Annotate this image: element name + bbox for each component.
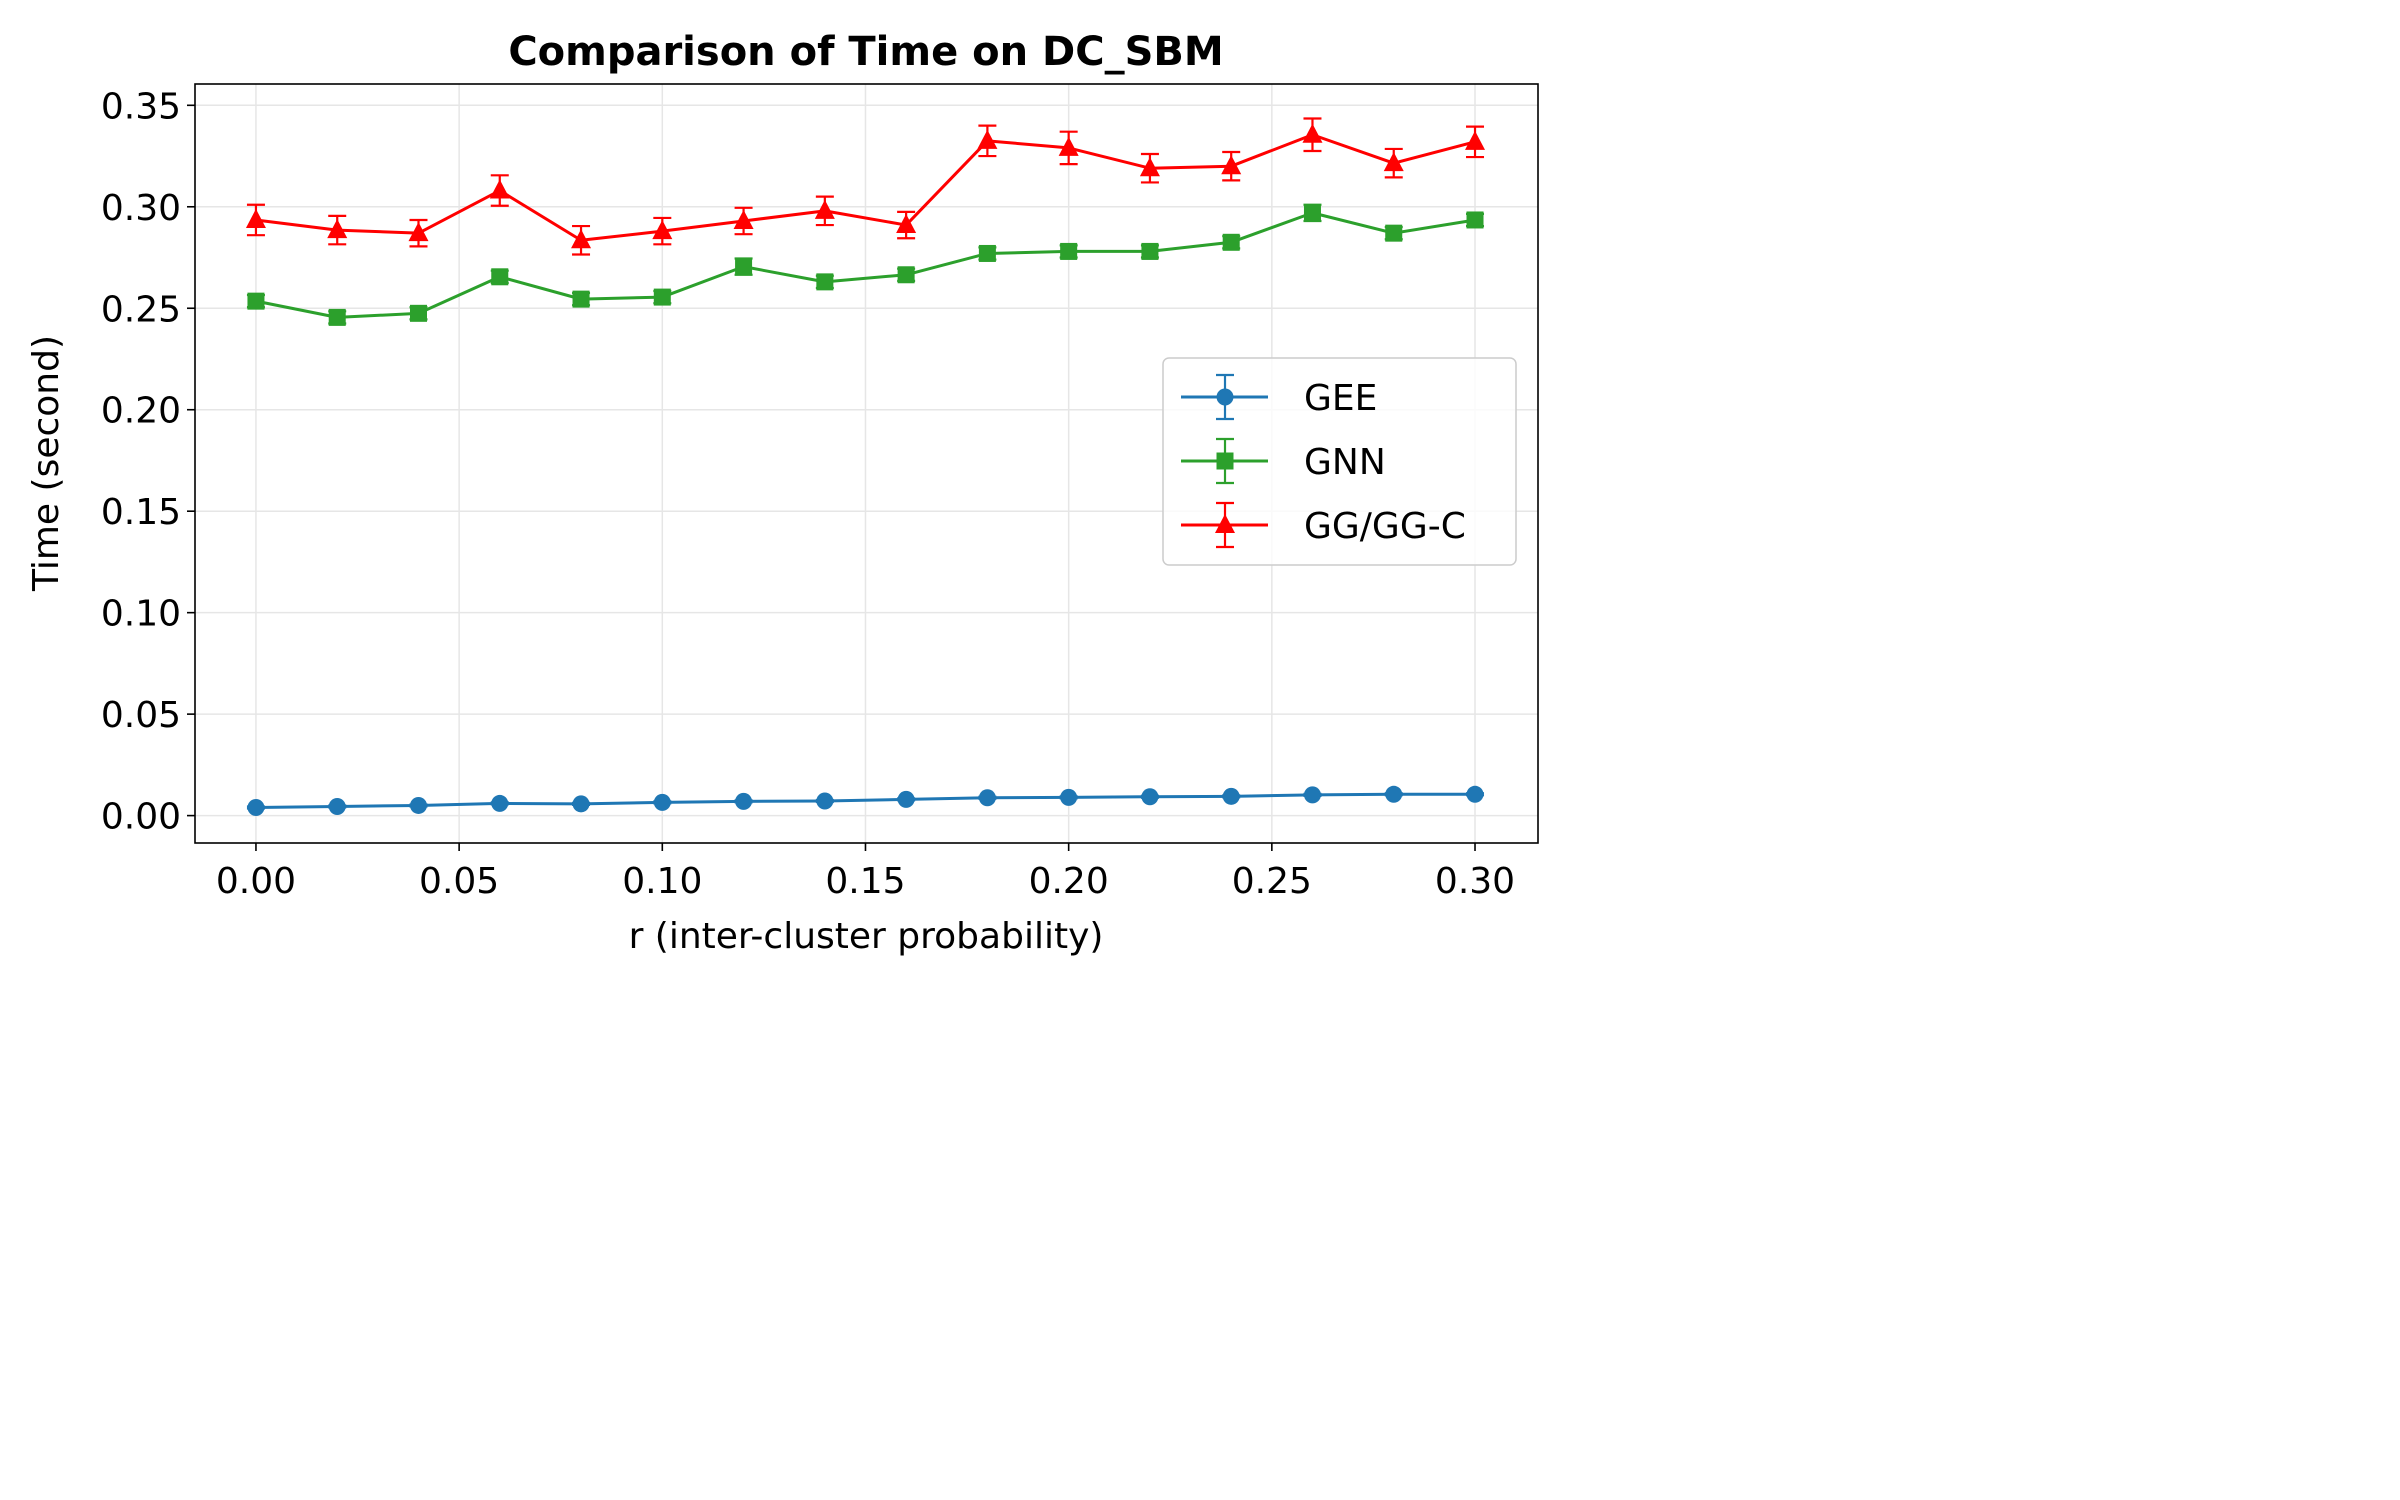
data-point: [1141, 788, 1159, 806]
y-tick-label: 0.25: [101, 289, 181, 330]
x-tick-label: 0.15: [825, 861, 905, 902]
data-point: [816, 792, 834, 810]
data-point: [896, 214, 917, 234]
series-line-gnn: [255, 211, 1476, 319]
legend-box: [1162, 357, 1517, 566]
data-point: [652, 220, 673, 240]
data-point: [733, 209, 754, 229]
data-point: [247, 798, 265, 816]
data-point: [653, 793, 671, 811]
data-point: [1466, 785, 1484, 803]
legend-entry-gee: GEE: [1181, 373, 1377, 421]
data-point: [897, 266, 915, 284]
axis-ticks: 0.00 0.05 0.10 0.15 0.20 0.25 0.30 0.00 0.05 0.10…: [101, 86, 1515, 902]
x-tick-label: 0.10: [622, 861, 702, 902]
data-point: [571, 229, 592, 249]
data-point: [1303, 204, 1321, 222]
series-line-gg-gg-c: [255, 133, 1476, 242]
x-axis-label: r (inter-cluster probability): [629, 916, 1104, 957]
data-point: [1222, 787, 1240, 805]
data-point: [1141, 242, 1159, 260]
legend-label: GEE: [1304, 378, 1377, 419]
x-tick-label: 0.30: [1435, 861, 1515, 902]
plot-frame: [194, 83, 1539, 844]
legend-label: GG/GG-C: [1304, 506, 1466, 547]
data-point: [572, 290, 590, 308]
data-point: [247, 292, 265, 310]
data-point: [327, 219, 348, 239]
data-point: [816, 273, 834, 291]
data-point: [735, 792, 753, 810]
data-point: [653, 288, 671, 306]
data-point: [978, 244, 996, 262]
data-point: [409, 796, 427, 814]
y-tick-label: 0.00: [101, 797, 181, 838]
series-line-gee: [255, 792, 1476, 809]
y-tick-label: 0.20: [101, 391, 181, 432]
data-point: [1383, 152, 1404, 172]
x-tick-label: 0.20: [1029, 861, 1109, 902]
data-point: [977, 129, 998, 149]
y-tick-label: 0.10: [101, 594, 181, 635]
data-point: [897, 790, 915, 808]
legend-entry-gg-gg-c: GG/GG-C: [1181, 501, 1466, 549]
data-point: [328, 797, 346, 815]
data-point: [408, 222, 429, 242]
data-point: [1303, 786, 1321, 804]
data-point: [735, 258, 753, 276]
data-point: [1058, 136, 1079, 156]
y-tick-label: 0.05: [101, 695, 181, 736]
y-tick-label: 0.15: [101, 492, 181, 533]
series-group: [245, 117, 1486, 816]
data-point: [409, 304, 427, 322]
x-tick-label: 0.00: [216, 861, 296, 902]
series-gg-gg-c: [245, 117, 1486, 256]
data-point: [1302, 123, 1323, 143]
data-point: [1466, 211, 1484, 229]
data-point: [1385, 224, 1403, 242]
series-gnn: [246, 203, 1485, 326]
data-point: [572, 795, 590, 813]
data-point: [1222, 233, 1240, 251]
data-point: [245, 208, 266, 228]
data-point: [978, 789, 996, 807]
data-point: [1221, 155, 1242, 175]
chart-title: Comparison of Time on DC_SBM: [508, 29, 1223, 75]
data-point: [489, 179, 510, 199]
data-point: [1385, 785, 1403, 803]
series-gee: [246, 785, 1485, 816]
data-point: [1139, 157, 1160, 177]
y-tick-label: 0.30: [101, 188, 181, 229]
data-point: [814, 199, 835, 219]
data-point: [1465, 130, 1486, 150]
y-tick-label: 0.35: [101, 86, 181, 127]
legend-entry-gnn: GNN: [1181, 437, 1386, 485]
legend: GEE GNN GG/GG-C: [1162, 357, 1517, 566]
legend-marker: [1216, 452, 1234, 470]
data-point: [1060, 788, 1078, 806]
data-point: [491, 268, 509, 286]
legend-marker: [1216, 388, 1234, 406]
data-point: [491, 794, 509, 812]
x-tick-label: 0.25: [1232, 861, 1312, 902]
legend-marker: [1215, 514, 1235, 533]
chart: Comparison of Time on DC_SBM 0.00 0.05 0.1…: [0, 0, 1562, 976]
x-tick-label: 0.05: [419, 861, 499, 902]
data-point: [1060, 242, 1078, 260]
y-axis-label: Time (second): [26, 335, 67, 592]
legend-label: GNN: [1304, 442, 1386, 483]
data-point: [328, 308, 346, 326]
